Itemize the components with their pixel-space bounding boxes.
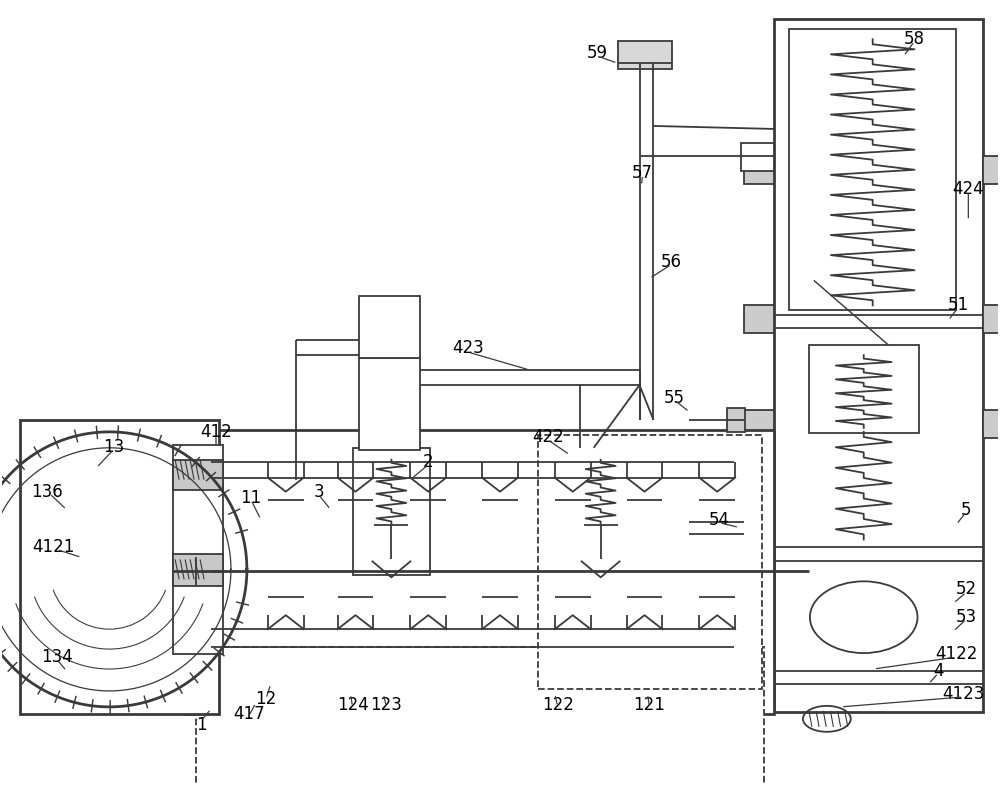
Text: 2: 2 <box>423 453 434 471</box>
Bar <box>173 554 223 586</box>
Bar <box>359 296 420 358</box>
Bar <box>353 448 430 575</box>
Bar <box>173 460 223 490</box>
Bar <box>359 358 420 450</box>
Text: 5: 5 <box>961 501 972 519</box>
Text: 13: 13 <box>103 438 124 456</box>
Text: 58: 58 <box>904 30 925 48</box>
Bar <box>774 20 983 712</box>
Text: 54: 54 <box>709 511 730 528</box>
Text: 124: 124 <box>337 696 368 714</box>
Text: 4122: 4122 <box>935 645 978 663</box>
Text: 53: 53 <box>956 608 977 626</box>
Text: 122: 122 <box>542 696 574 714</box>
Text: 1: 1 <box>196 716 206 734</box>
Text: 4121: 4121 <box>32 538 75 556</box>
Text: 417: 417 <box>233 705 265 723</box>
Text: 12: 12 <box>255 690 276 708</box>
Bar <box>538 435 762 689</box>
Text: 423: 423 <box>452 340 484 357</box>
Text: 136: 136 <box>31 483 62 501</box>
Text: 412: 412 <box>200 423 232 441</box>
Bar <box>741 143 774 171</box>
Bar <box>196 647 764 786</box>
Bar <box>744 156 774 184</box>
Bar <box>983 156 1000 184</box>
Bar <box>983 410 1000 438</box>
Text: 3: 3 <box>313 483 324 501</box>
Text: 424: 424 <box>953 180 984 198</box>
Bar <box>744 410 774 438</box>
Text: 121: 121 <box>634 696 665 714</box>
Text: 51: 51 <box>948 296 969 314</box>
Text: 59: 59 <box>587 44 608 62</box>
Bar <box>20 420 219 714</box>
Bar <box>173 445 223 654</box>
Bar <box>983 305 1000 333</box>
Text: 4123: 4123 <box>942 685 985 703</box>
Text: 4: 4 <box>933 662 944 680</box>
Text: 422: 422 <box>532 428 564 446</box>
Text: 57: 57 <box>632 163 653 182</box>
Bar <box>186 430 774 714</box>
Text: 55: 55 <box>664 389 685 407</box>
Bar <box>618 41 672 69</box>
Text: 123: 123 <box>370 696 402 714</box>
Bar <box>744 305 774 333</box>
Bar <box>744 509 774 531</box>
Bar <box>727 408 745 432</box>
Bar <box>809 345 919 433</box>
Text: 134: 134 <box>41 648 72 666</box>
Text: 52: 52 <box>956 580 977 598</box>
Text: 11: 11 <box>240 489 262 507</box>
Text: 56: 56 <box>661 253 682 271</box>
Bar <box>563 448 641 575</box>
Bar <box>789 29 956 310</box>
